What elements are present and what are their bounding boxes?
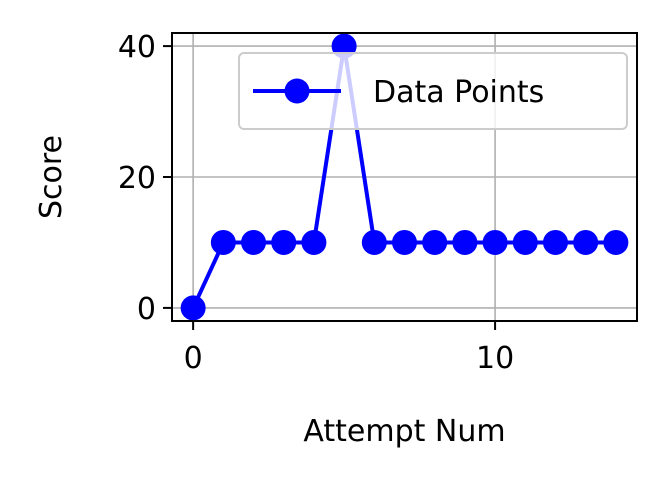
y-tick-label: 0: [137, 292, 156, 327]
data-point-marker: [452, 229, 478, 255]
legend-label: Data Points: [373, 75, 544, 110]
y-tick-label: 40: [118, 30, 156, 65]
legend: Data Points: [238, 52, 628, 130]
legend-box: [238, 52, 628, 130]
data-point-marker: [603, 229, 629, 255]
y-axis-label: Score: [34, 135, 69, 219]
data-point-marker: [542, 229, 568, 255]
x-axis-label: Attempt Num: [303, 414, 505, 449]
data-point-marker: [271, 229, 297, 255]
data-point-marker: [361, 229, 387, 255]
data-point-marker: [422, 229, 448, 255]
data-point-marker: [392, 229, 417, 255]
legend-marker: [284, 78, 310, 104]
data-point-marker: [512, 229, 538, 255]
x-tick-label: 0: [184, 341, 203, 376]
x-tick-label: 10: [476, 341, 514, 376]
ticks: 0 10 0 20 40: [118, 30, 514, 376]
series-layer: [180, 33, 629, 321]
data-point-marker: [180, 295, 206, 321]
data-point-marker: [301, 229, 327, 255]
data-point-marker: [210, 229, 236, 255]
y-tick-label: 20: [118, 161, 156, 196]
data-point-marker: [573, 229, 599, 255]
data-point-marker: [241, 229, 267, 255]
data-point-marker: [482, 229, 508, 255]
